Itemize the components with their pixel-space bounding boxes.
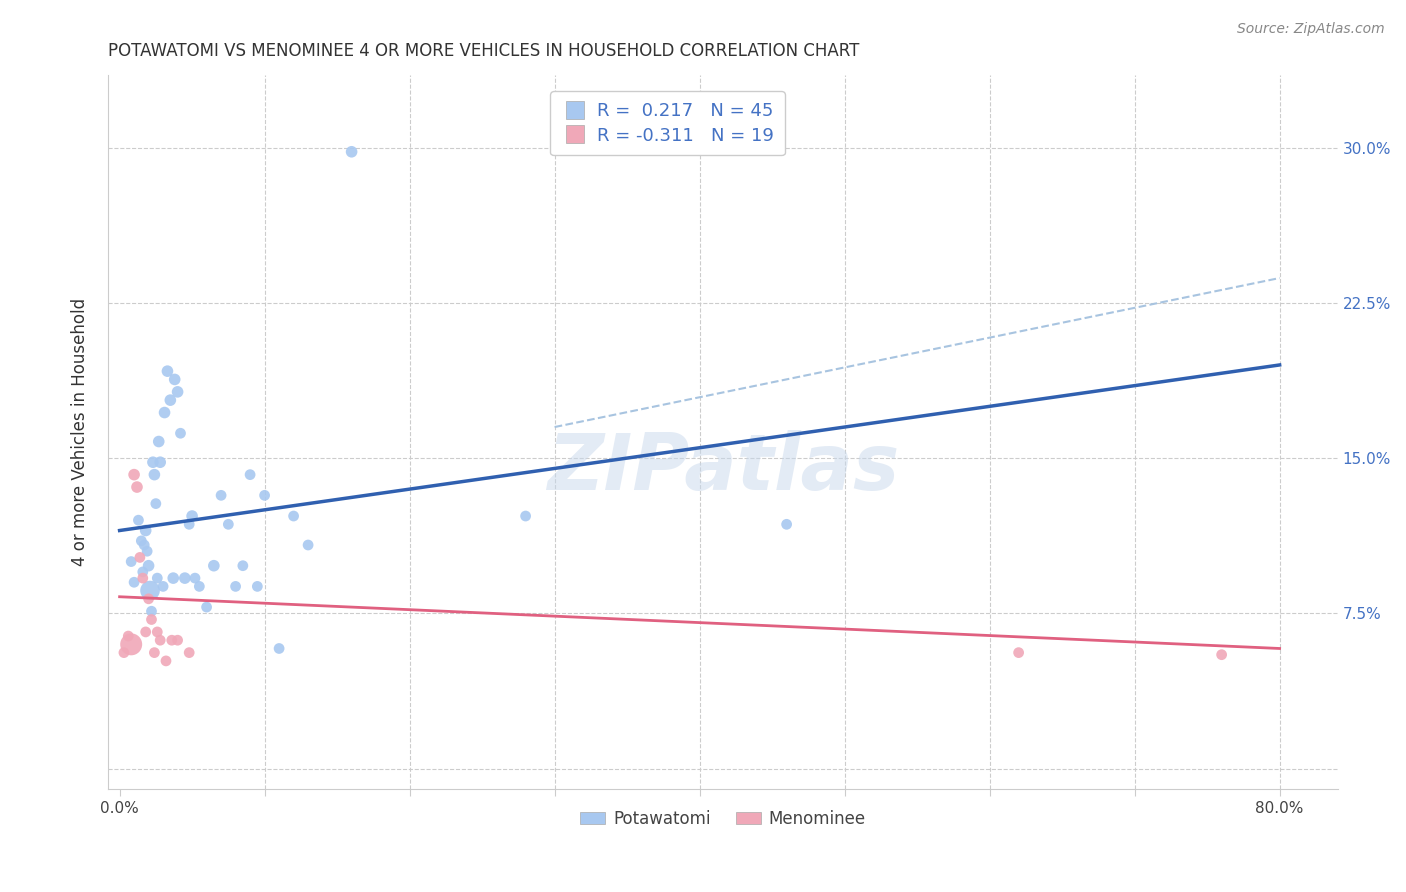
- Point: [232, 558, 254, 573]
- Point: [162, 571, 184, 585]
- Point: [117, 629, 139, 643]
- Point: [120, 555, 142, 569]
- Point: [149, 633, 172, 648]
- Text: ZIPatlas: ZIPatlas: [547, 430, 898, 506]
- Point: [145, 497, 167, 511]
- Point: [1007, 646, 1029, 660]
- Point: [146, 624, 169, 639]
- Text: POTAWATOMI VS MENOMINEE 4 OR MORE VEHICLES IN HOUSEHOLD CORRELATION CHART: POTAWATOMI VS MENOMINEE 4 OR MORE VEHICL…: [108, 42, 859, 60]
- Point: [297, 538, 319, 552]
- Point: [184, 571, 207, 585]
- Point: [1211, 648, 1233, 662]
- Point: [155, 654, 177, 668]
- Point: [135, 524, 157, 538]
- Point: [195, 600, 218, 615]
- Point: [239, 467, 262, 482]
- Point: [128, 550, 150, 565]
- Point: [120, 637, 142, 651]
- Point: [283, 509, 305, 524]
- Point: [269, 641, 291, 656]
- Point: [340, 145, 363, 159]
- Point: [125, 480, 148, 494]
- Point: [153, 406, 176, 420]
- Point: [217, 517, 239, 532]
- Point: [138, 591, 160, 606]
- Point: [141, 613, 163, 627]
- Point: [112, 646, 135, 660]
- Point: [163, 372, 186, 386]
- Point: [181, 509, 204, 524]
- Point: [775, 517, 797, 532]
- Point: [166, 633, 188, 648]
- Point: [132, 571, 155, 585]
- Point: [139, 583, 162, 598]
- Point: [149, 455, 172, 469]
- Point: [169, 426, 191, 441]
- Point: [135, 624, 157, 639]
- Point: [253, 488, 276, 502]
- Point: [141, 604, 163, 618]
- Point: [202, 558, 225, 573]
- Point: [132, 565, 155, 579]
- Point: [225, 579, 247, 593]
- Point: [515, 509, 537, 524]
- Point: [143, 467, 166, 482]
- Point: [127, 513, 149, 527]
- Point: [159, 393, 181, 408]
- Point: [122, 467, 145, 482]
- Point: [146, 571, 169, 585]
- Point: [179, 646, 201, 660]
- Y-axis label: 4 or more Vehicles in Household: 4 or more Vehicles in Household: [72, 298, 89, 566]
- Point: [179, 517, 201, 532]
- Point: [160, 633, 183, 648]
- Legend: Potawatomi, Menominee: Potawatomi, Menominee: [574, 803, 873, 834]
- Point: [188, 579, 211, 593]
- Point: [138, 558, 160, 573]
- Point: [148, 434, 170, 449]
- Text: Source: ZipAtlas.com: Source: ZipAtlas.com: [1237, 22, 1385, 37]
- Point: [131, 533, 153, 548]
- Point: [134, 538, 156, 552]
- Point: [246, 579, 269, 593]
- Point: [173, 571, 195, 585]
- Point: [143, 646, 166, 660]
- Point: [136, 544, 159, 558]
- Point: [152, 579, 174, 593]
- Point: [122, 575, 145, 590]
- Point: [156, 364, 179, 378]
- Point: [166, 384, 188, 399]
- Point: [142, 455, 165, 469]
- Point: [209, 488, 232, 502]
